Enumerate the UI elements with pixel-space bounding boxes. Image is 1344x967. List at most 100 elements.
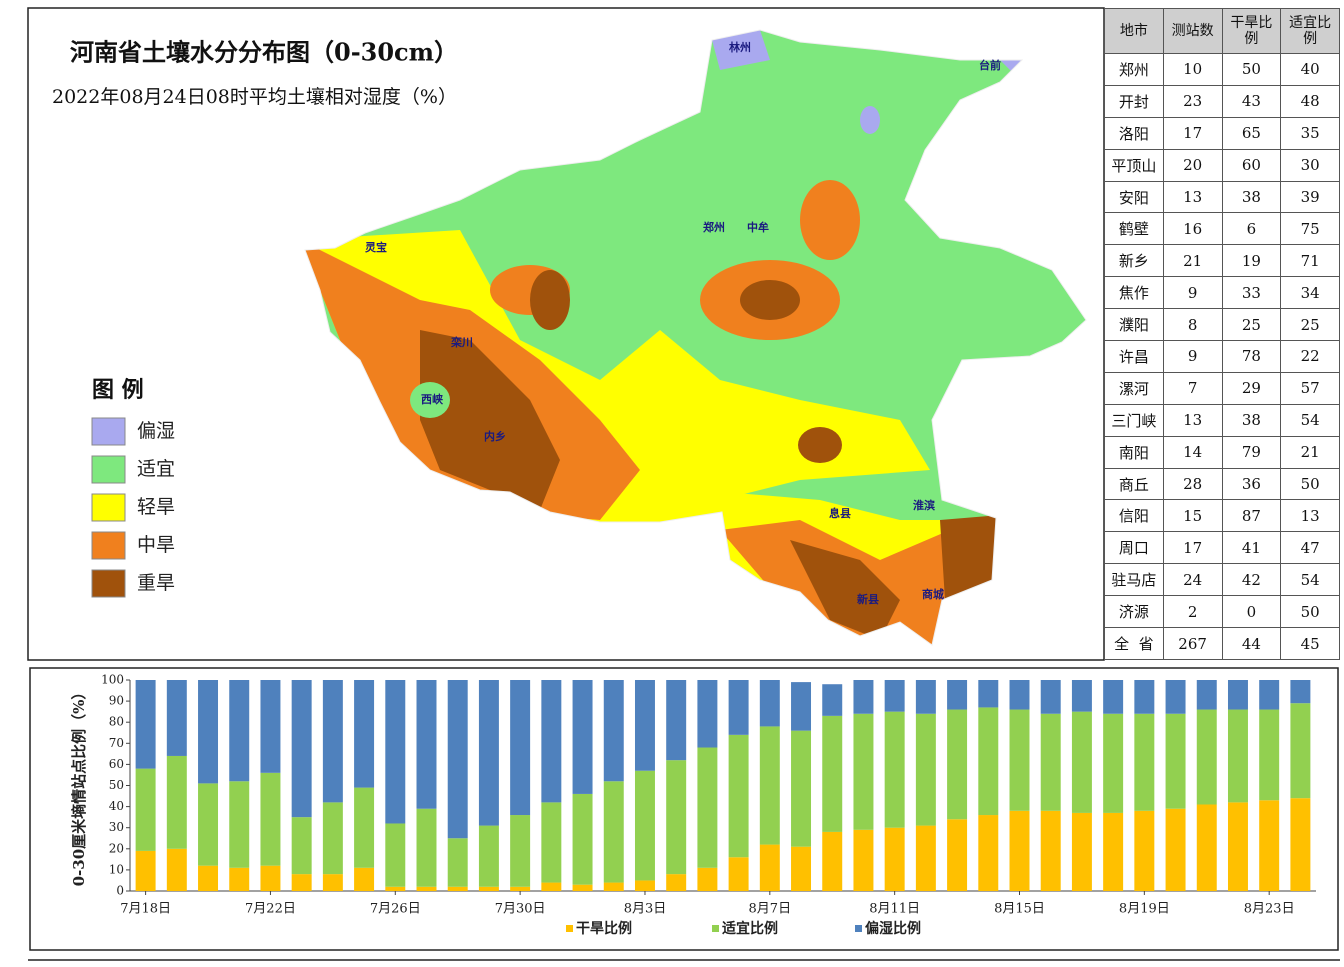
bar-segment [853, 713, 874, 830]
bar-segment [447, 680, 468, 839]
bar-segment [166, 755, 187, 849]
table-cell: 43 [1221, 84, 1282, 118]
bar-segment [1103, 812, 1124, 891]
table-header: 地市 测站数 干旱比例 适宜比例 [1104, 8, 1340, 54]
header-cell: 地市 [1104, 8, 1164, 54]
table-cell: 8 [1162, 308, 1223, 342]
table-cell: 78 [1221, 340, 1282, 373]
legend-swatch [712, 925, 719, 932]
table-cell: 19 [1221, 244, 1282, 278]
bar-segment [728, 857, 749, 891]
bar-segment [291, 874, 312, 891]
table-cell: 17 [1162, 531, 1223, 565]
table-row: 鹤壁 16 6 75 [1104, 212, 1340, 246]
bar-segment [666, 680, 687, 761]
table-cell: 50 [1221, 53, 1282, 86]
table-row: 许昌 9 78 22 [1104, 340, 1340, 373]
y-tick-label: 20 [109, 841, 124, 855]
bar-segment [603, 680, 624, 782]
bar-segment [1103, 713, 1124, 813]
place-label: 息县 [829, 506, 851, 520]
bar-segment [385, 680, 406, 824]
bar-segment [1290, 680, 1311, 704]
bar-segment [915, 825, 936, 891]
table-cell: 40 [1280, 53, 1340, 86]
bar-segment [697, 680, 718, 748]
bar-segment [1040, 713, 1061, 811]
bar-segment [291, 817, 312, 875]
place-label: 西峡 [421, 392, 444, 406]
table-cell: 57 [1280, 371, 1340, 405]
table-row: 平顶山 20 60 30 [1104, 148, 1340, 182]
legend-label: 重旱 [137, 572, 175, 594]
table-cell: 45 [1280, 627, 1340, 660]
table-cell: 79 [1221, 435, 1282, 469]
table-cell: 信阳 [1104, 499, 1164, 533]
table-row: 新乡 21 19 71 [1104, 244, 1340, 278]
table-cell: 20 [1162, 148, 1223, 182]
bar-segment [884, 711, 905, 828]
table-row: 信阳 15 87 13 [1104, 499, 1340, 533]
bar-segment [978, 815, 999, 891]
bar-segment [322, 874, 343, 891]
table-cell: 25 [1280, 308, 1340, 342]
table-cell: 60 [1221, 148, 1282, 182]
table-cell: 13 [1162, 403, 1223, 437]
bar-segment [1259, 709, 1280, 801]
y-tick-label: 0 [116, 884, 124, 898]
bar-segment [478, 825, 499, 887]
table-cell: 21 [1280, 435, 1340, 469]
x-tick-label: 8月19日 [1119, 902, 1170, 917]
bar-segment [1009, 680, 1030, 710]
bar-segment [1196, 709, 1217, 805]
table-cell: 开封 [1104, 84, 1164, 118]
bar-segment [1165, 808, 1186, 891]
bar-segment [1071, 680, 1092, 712]
table-cell: 267 [1162, 627, 1223, 660]
table-cell: 濮阳 [1104, 308, 1164, 342]
bar-segment [135, 768, 156, 851]
header-cell: 适宜比例 [1280, 8, 1340, 54]
bar-segment [884, 827, 905, 891]
bar-segment [1103, 680, 1124, 714]
bar-segment [354, 867, 375, 891]
bar-segment [229, 680, 250, 782]
x-tick-label: 7月22日 [245, 902, 296, 917]
table-cell: 87 [1221, 499, 1282, 533]
legend-label: 干旱比例 [576, 920, 632, 937]
table-cell: 54 [1280, 563, 1340, 597]
legend-swatch [91, 569, 126, 598]
bar-segment [510, 815, 531, 887]
bar-segment [260, 772, 281, 866]
table-cell: 三门峡 [1104, 403, 1164, 437]
table-row: 濮阳 8 25 25 [1104, 308, 1340, 342]
table-cell: 50 [1280, 467, 1340, 501]
bar-segment [1290, 703, 1311, 799]
table-cell: 洛阳 [1104, 116, 1164, 150]
table-row: 安阳 13 38 39 [1104, 180, 1340, 214]
table-cell: 9 [1162, 340, 1223, 373]
table-cell: 7 [1162, 371, 1223, 405]
bar-segment [1134, 810, 1155, 891]
table-cell: 44 [1221, 627, 1282, 660]
legend-label: 偏湿比例 [865, 920, 921, 937]
legend-swatch [855, 925, 862, 932]
table-row: 济源 2 0 50 [1104, 595, 1340, 629]
place-label: 灵宝 [365, 240, 387, 254]
bar-segment [229, 781, 250, 868]
legend-label: 适宜比例 [722, 920, 778, 937]
legend-swatch [91, 531, 126, 560]
table-cell: 0 [1221, 595, 1282, 629]
table-cell: 15 [1162, 499, 1223, 533]
legend-swatch [91, 417, 126, 446]
table-cell: 许昌 [1104, 340, 1164, 373]
table-row: 开封 23 43 48 [1104, 84, 1340, 118]
table-cell: 71 [1280, 244, 1340, 278]
bar-segment [385, 886, 406, 891]
table-cell: 65 [1221, 116, 1282, 150]
bar-segment [541, 680, 562, 803]
bar-segment [478, 886, 499, 891]
bar-segment [1009, 810, 1030, 891]
